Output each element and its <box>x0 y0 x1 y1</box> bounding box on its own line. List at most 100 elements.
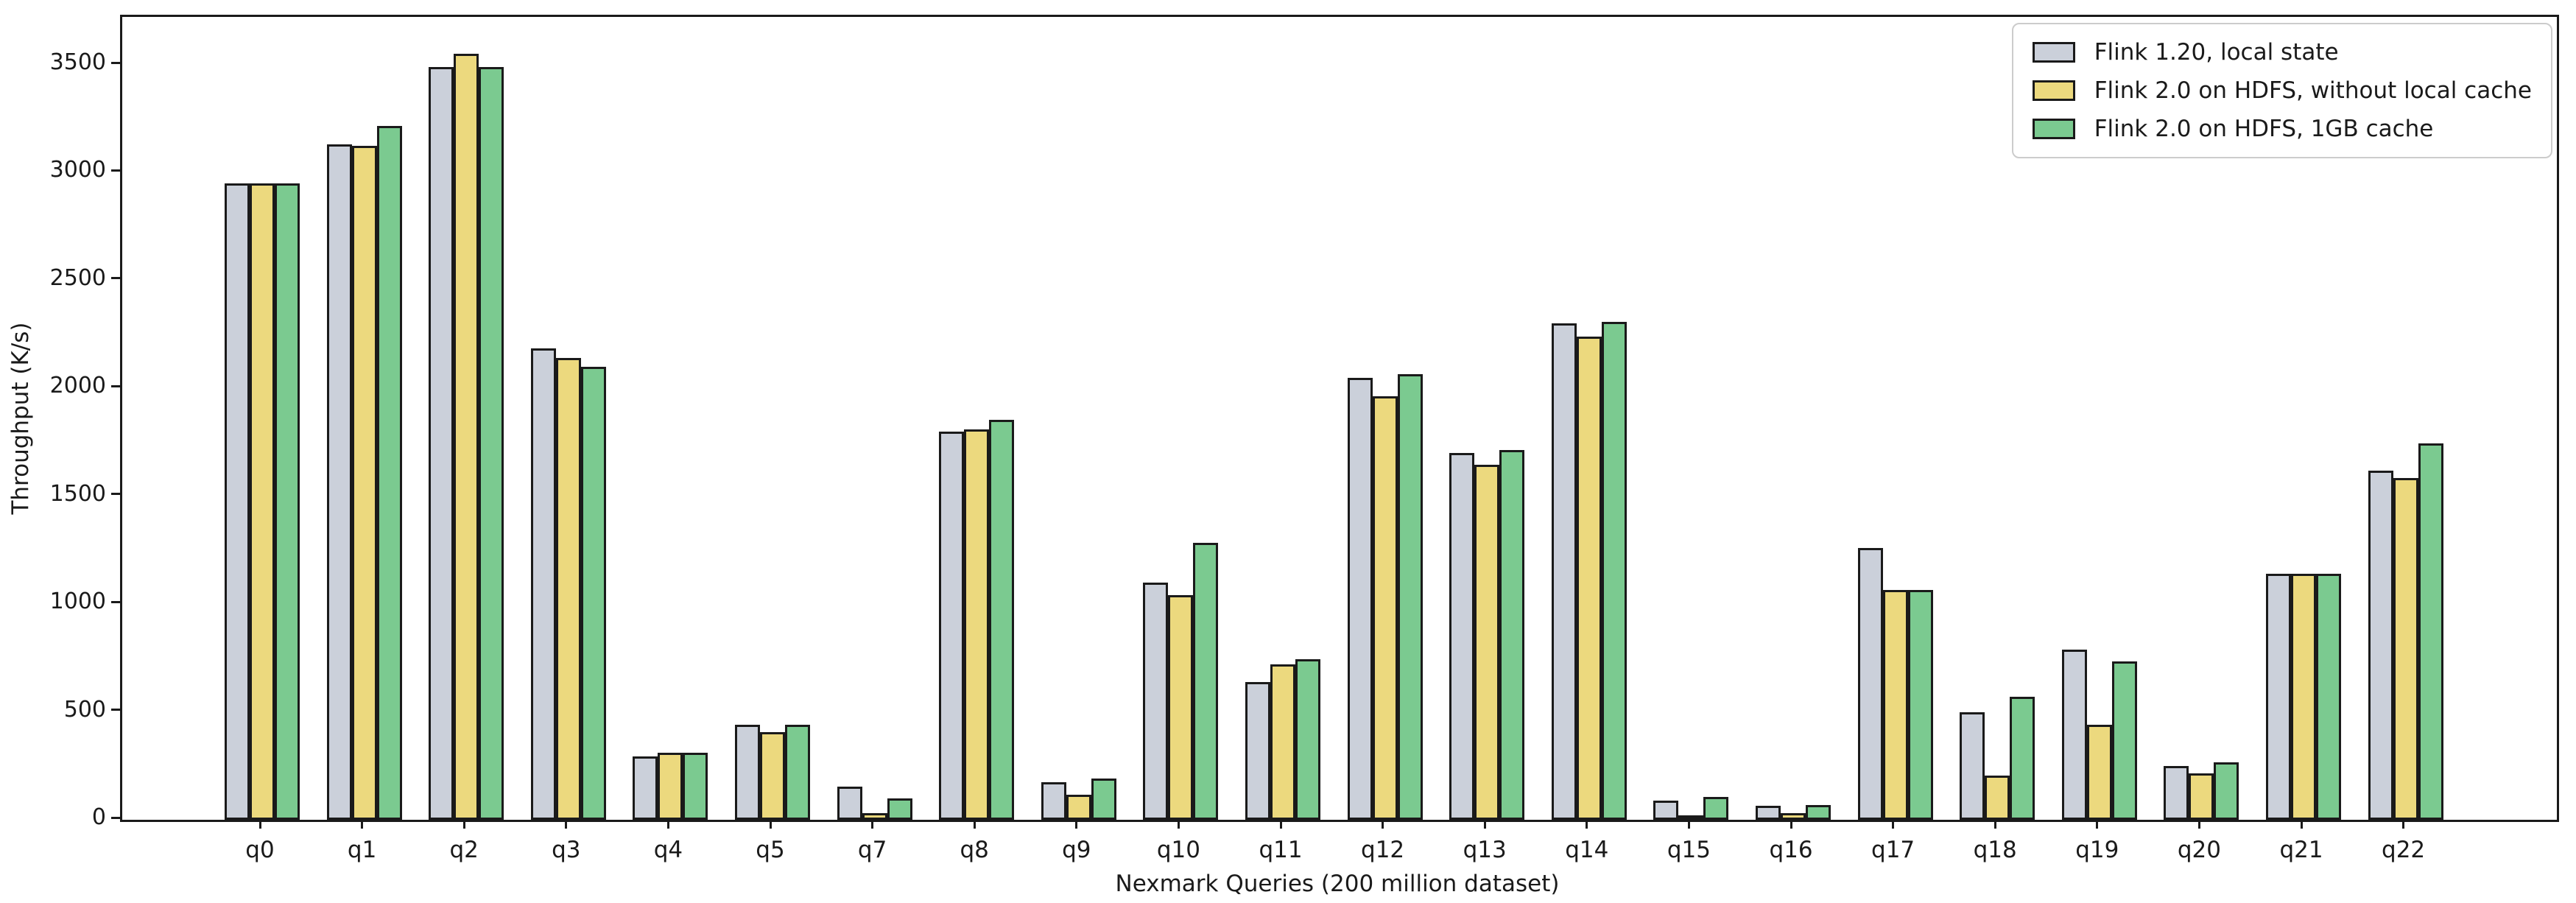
bar-q0-series-1 <box>250 183 275 820</box>
x-tick-label: q11 <box>1259 837 1303 863</box>
x-tick-label: q7 <box>857 837 887 863</box>
bar-q16-series-2 <box>1806 805 1831 820</box>
bar-q8-series-2 <box>989 420 1014 820</box>
x-tick-mark <box>1687 820 1690 829</box>
bar-q0-series-2 <box>275 183 300 820</box>
bar-q10-series-1 <box>1168 595 1193 820</box>
bar-q4-series-1 <box>658 753 683 820</box>
bar-q22-series-2 <box>2418 443 2443 820</box>
bar-q4-series-0 <box>633 756 658 820</box>
bar-q1-series-0 <box>327 144 352 820</box>
bar-q14-series-0 <box>1552 323 1577 820</box>
x-tick-mark <box>2096 820 2099 829</box>
bar-q17-series-1 <box>1883 590 1908 820</box>
y-tick-label: 3500 <box>49 49 106 75</box>
x-tick-label: q12 <box>1361 837 1405 863</box>
y-tick-mark <box>111 277 120 280</box>
x-tick-label: q14 <box>1565 837 1609 863</box>
x-tick-label: q2 <box>449 837 479 863</box>
bar-q2-series-1 <box>454 54 479 820</box>
x-tick-mark <box>2300 820 2303 829</box>
y-tick-label: 500 <box>63 696 106 723</box>
y-tick-label: 1000 <box>49 588 106 615</box>
x-axis-title: Nexmark Queries (200 million dataset) <box>1115 871 1560 897</box>
bar-q20-series-0 <box>2164 766 2189 820</box>
bar-q7-series-0 <box>837 787 862 820</box>
legend-label: Flink 2.0 on HDFS, 1GB cache <box>2094 116 2434 142</box>
bar-q7-series-2 <box>887 798 912 820</box>
bar-q18-series-1 <box>1985 776 2010 820</box>
bar-q15-series-0 <box>1653 801 1678 820</box>
x-tick-label: q8 <box>960 837 989 863</box>
bar-q16-series-1 <box>1781 813 1806 820</box>
bar-q15-series-1 <box>1678 815 1703 820</box>
bar-q5-series-0 <box>735 725 760 820</box>
bar-q8-series-0 <box>939 432 964 820</box>
bar-q1-series-1 <box>352 146 377 820</box>
x-tick-label: q9 <box>1062 837 1091 863</box>
x-tick-mark <box>1892 820 1895 829</box>
x-tick-label: q5 <box>756 837 785 863</box>
bar-q9-series-1 <box>1066 795 1091 820</box>
bar-q4-series-2 <box>683 753 708 820</box>
x-tick-mark <box>666 820 669 829</box>
bar-q19-series-1 <box>2087 725 2112 820</box>
legend-label: Flink 2.0 on HDFS, without local cache <box>2094 77 2532 104</box>
bar-q3-series-2 <box>581 367 606 820</box>
legend-swatch-green <box>2032 119 2075 139</box>
bar-q2-series-2 <box>479 67 504 820</box>
legend-swatch-gray <box>2032 42 2075 63</box>
y-tick-mark <box>111 61 120 64</box>
bar-q11-series-2 <box>1295 659 1320 820</box>
bar-q10-series-2 <box>1193 543 1218 820</box>
bar-q20-series-2 <box>2214 762 2239 820</box>
bar-q9-series-0 <box>1041 782 1066 820</box>
legend-item-flink-20-hdfs-1gb-cache: Flink 2.0 on HDFS, 1GB cache <box>2032 116 2532 142</box>
x-tick-label: q19 <box>2075 837 2119 863</box>
x-tick-label: q17 <box>1871 837 1915 863</box>
bar-q5-series-2 <box>785 725 810 820</box>
bar-q13-series-0 <box>1449 453 1474 820</box>
y-tick-label: 3000 <box>49 157 106 183</box>
y-tick-label: 2000 <box>49 373 106 399</box>
y-tick-label: 0 <box>91 804 106 830</box>
x-tick-mark <box>1483 820 1486 829</box>
x-tick-mark <box>2402 820 2405 829</box>
bar-q3-series-1 <box>556 358 581 820</box>
y-tick-mark <box>111 169 120 172</box>
bar-q2-series-0 <box>429 67 454 820</box>
legend-swatch-yellow <box>2032 80 2075 101</box>
x-tick-label: q21 <box>2279 837 2323 863</box>
x-tick-label: q18 <box>1973 837 2017 863</box>
bar-q21-series-2 <box>2316 574 2341 820</box>
bar-q10-series-0 <box>1143 583 1168 820</box>
bar-q13-series-2 <box>1499 450 1524 820</box>
bar-q19-series-0 <box>2062 650 2087 820</box>
bar-q14-series-2 <box>1602 322 1627 820</box>
bar-q18-series-0 <box>1960 712 1985 820</box>
x-tick-label: q22 <box>2382 837 2426 863</box>
bar-q11-series-0 <box>1245 682 1270 820</box>
bar-q11-series-1 <box>1270 664 1295 820</box>
bar-q14-series-1 <box>1577 337 1602 820</box>
x-tick-mark <box>1177 820 1180 829</box>
bar-q12-series-0 <box>1348 378 1373 820</box>
bar-q21-series-1 <box>2291 574 2316 820</box>
bar-q12-series-2 <box>1398 374 1423 820</box>
x-tick-mark <box>1993 820 1996 829</box>
x-tick-label: q1 <box>347 837 377 863</box>
bar-q16-series-0 <box>1756 806 1781 820</box>
x-tick-mark <box>565 820 568 829</box>
bar-q13-series-1 <box>1474 465 1499 820</box>
bar-q8-series-1 <box>964 429 989 820</box>
bar-q5-series-1 <box>760 732 785 820</box>
legend-item-flink-20-hdfs-no-cache: Flink 2.0 on HDFS, without local cache <box>2032 77 2532 104</box>
bar-q12-series-1 <box>1373 396 1398 820</box>
x-tick-mark <box>973 820 976 829</box>
bar-q3-series-0 <box>531 348 556 820</box>
x-tick-mark <box>462 820 465 829</box>
y-axis-title: Throughput (K/s) <box>7 322 34 515</box>
bar-q18-series-2 <box>2010 697 2035 820</box>
y-tick-mark <box>111 709 120 711</box>
x-tick-label: q13 <box>1463 837 1507 863</box>
